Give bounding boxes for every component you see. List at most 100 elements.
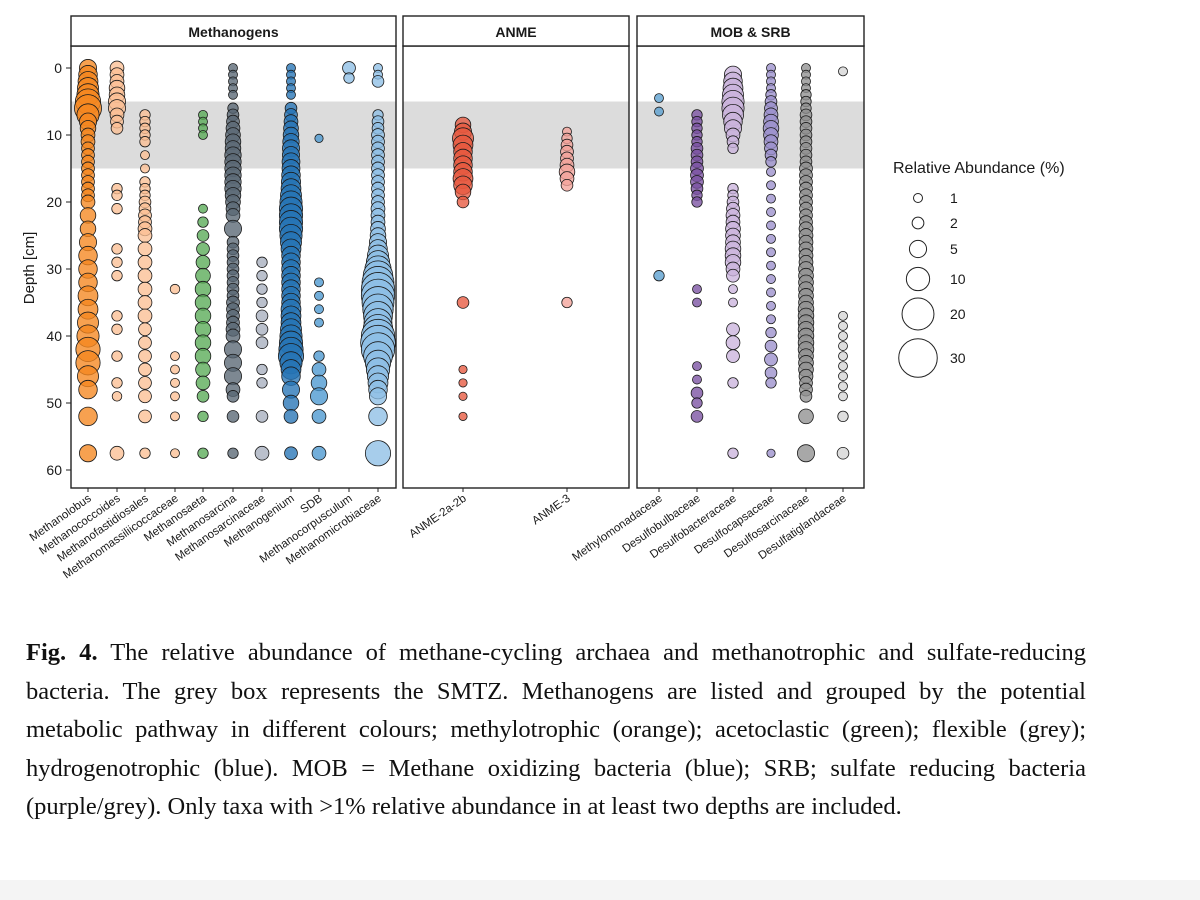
data-point bbox=[343, 72, 355, 84]
legend-label: 5 bbox=[950, 241, 958, 257]
data-point bbox=[195, 254, 211, 270]
data-point bbox=[313, 350, 325, 362]
data-point bbox=[227, 447, 239, 459]
data-point bbox=[224, 219, 242, 238]
data-point bbox=[766, 274, 776, 284]
data-point bbox=[226, 390, 240, 403]
data-point bbox=[138, 389, 152, 404]
data-point bbox=[138, 362, 152, 377]
data-point bbox=[314, 304, 324, 315]
data-point bbox=[368, 406, 388, 427]
data-point bbox=[310, 387, 328, 406]
data-point bbox=[765, 156, 777, 168]
data-point bbox=[198, 130, 208, 140]
data-point bbox=[111, 189, 123, 201]
data-point bbox=[458, 364, 468, 375]
data-point bbox=[284, 446, 298, 461]
data-point bbox=[727, 447, 739, 459]
data-point bbox=[691, 196, 703, 208]
data-point bbox=[255, 410, 269, 423]
data-point bbox=[256, 270, 268, 282]
data-point bbox=[560, 178, 574, 192]
data-point bbox=[138, 409, 152, 424]
data-point bbox=[797, 444, 815, 463]
data-point bbox=[283, 409, 299, 424]
data-point bbox=[726, 268, 740, 283]
data-point bbox=[799, 390, 813, 403]
data-point bbox=[838, 361, 848, 372]
data-point bbox=[111, 391, 123, 402]
data-point bbox=[766, 300, 776, 311]
data-point bbox=[798, 408, 814, 425]
data-point bbox=[138, 349, 152, 363]
panel-strip bbox=[70, 15, 397, 47]
data-point bbox=[726, 322, 740, 337]
legend-label: 30 bbox=[950, 350, 966, 366]
caption-label: Fig. 4. bbox=[26, 639, 98, 666]
y-tick-label: 10 bbox=[46, 127, 62, 143]
data-point bbox=[139, 447, 151, 459]
data-point bbox=[194, 347, 212, 365]
data-point bbox=[690, 386, 704, 400]
y-tick-label: 50 bbox=[46, 395, 62, 411]
data-point bbox=[195, 361, 211, 378]
smtz-band bbox=[637, 101, 864, 169]
data-point bbox=[838, 371, 848, 382]
data-point bbox=[255, 323, 269, 336]
data-point bbox=[764, 339, 778, 353]
data-point bbox=[80, 194, 96, 210]
data-point bbox=[255, 336, 269, 349]
data-point bbox=[138, 322, 152, 337]
data-point bbox=[170, 391, 180, 402]
data-point bbox=[195, 375, 211, 391]
data-point bbox=[256, 377, 268, 389]
panel-title: ANME bbox=[495, 24, 536, 40]
data-point bbox=[224, 367, 242, 386]
data-point bbox=[727, 377, 739, 389]
data-point bbox=[690, 410, 704, 423]
data-point bbox=[837, 410, 849, 423]
data-point bbox=[138, 376, 152, 390]
data-point bbox=[838, 331, 848, 341]
data-point bbox=[764, 366, 778, 380]
data-point bbox=[137, 308, 153, 324]
data-point bbox=[170, 411, 180, 422]
data-point bbox=[170, 377, 180, 388]
data-point bbox=[766, 220, 776, 231]
data-point bbox=[765, 377, 777, 389]
data-point bbox=[311, 362, 327, 377]
y-tick-label: 20 bbox=[46, 194, 62, 210]
legend-key bbox=[898, 338, 938, 378]
data-point bbox=[79, 444, 97, 463]
data-point bbox=[369, 387, 387, 406]
data-point bbox=[311, 409, 327, 424]
data-point bbox=[111, 256, 123, 268]
x-tick-label: ANME-2a-2b bbox=[407, 493, 468, 541]
data-point bbox=[196, 390, 210, 403]
x-tick-label: ANME-3 bbox=[530, 493, 572, 528]
data-point bbox=[364, 440, 392, 467]
data-point bbox=[254, 445, 270, 461]
data-point bbox=[725, 335, 741, 351]
bubble-chart-figure: MethanolobusMethanococcoidesMethanofasti… bbox=[21, 15, 1065, 581]
data-point bbox=[766, 166, 776, 177]
panel-title: MOB & SRB bbox=[710, 24, 790, 40]
legend-key bbox=[908, 239, 928, 259]
data-point bbox=[140, 163, 150, 174]
data-point bbox=[653, 270, 665, 282]
data-point bbox=[654, 106, 664, 117]
legend-key bbox=[905, 266, 931, 292]
data-point bbox=[692, 374, 702, 385]
y-tick-label: 60 bbox=[46, 462, 62, 478]
data-point bbox=[726, 349, 740, 363]
data-point bbox=[137, 281, 153, 297]
panel-strip bbox=[402, 15, 630, 47]
legend-label: 20 bbox=[950, 306, 966, 322]
data-point bbox=[766, 247, 776, 258]
data-point bbox=[282, 394, 300, 412]
data-point bbox=[286, 89, 296, 100]
data-point bbox=[314, 290, 324, 301]
data-point bbox=[728, 297, 738, 308]
data-point bbox=[111, 377, 123, 389]
data-point bbox=[111, 203, 123, 215]
